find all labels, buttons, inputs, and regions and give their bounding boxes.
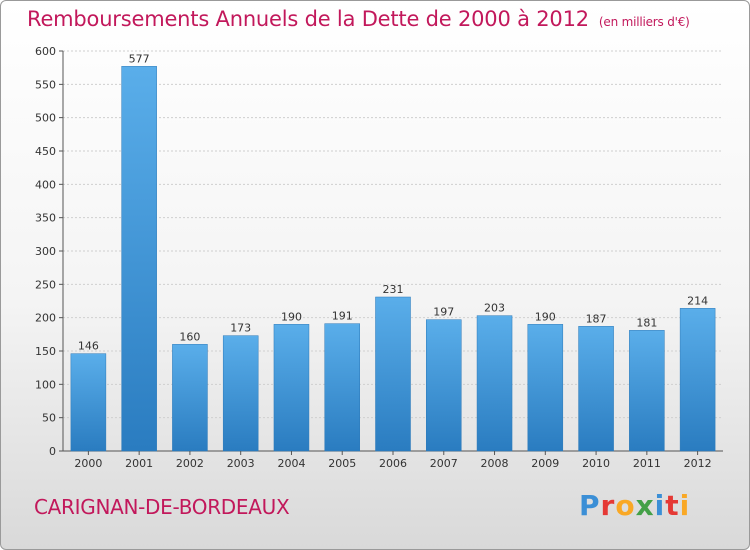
y-tick-label: 300	[35, 245, 56, 258]
x-tick-label: 2001	[125, 457, 153, 470]
bar	[324, 323, 360, 452]
y-tick-label: 500	[35, 112, 56, 125]
proxiti-logo: Proxiti	[579, 489, 690, 522]
chart-title: Remboursements Annuels de la Dette de 20…	[27, 7, 690, 31]
logo-letter: o	[615, 489, 636, 522]
logo-letter: P	[579, 489, 601, 522]
x-tick-label: 2002	[176, 457, 204, 470]
title-text: Remboursements Annuels de la Dette de 20…	[27, 7, 589, 31]
bar	[222, 335, 259, 452]
commune-name: CARIGNAN-DE-BORDEAUX	[34, 495, 290, 519]
x-tick-label: 2004	[277, 457, 305, 470]
data-label: 146	[78, 340, 99, 353]
y-tick-label: 250	[35, 278, 56, 291]
x-tick-label: 2005	[328, 457, 356, 470]
title-unit: (en milliers d'€)	[598, 15, 690, 29]
y-tick-label: 0	[49, 445, 56, 458]
logo-letter: r	[600, 489, 616, 522]
y-tick-label: 200	[35, 312, 56, 325]
data-label: 160	[179, 330, 200, 343]
x-tick-label: 2010	[582, 457, 610, 470]
data-label: 191	[332, 310, 353, 323]
data-label: 187	[586, 312, 607, 325]
bar	[679, 308, 716, 452]
data-label: 190	[281, 310, 302, 323]
data-label: 577	[129, 52, 150, 65]
y-tick-label: 350	[35, 212, 56, 225]
y-tick-label: 600	[35, 45, 56, 58]
bar	[629, 330, 665, 452]
bar	[121, 66, 157, 452]
x-tick-label: 2006	[379, 457, 407, 470]
bar	[273, 324, 310, 452]
y-tick-label: 400	[35, 178, 56, 191]
data-label: 214	[687, 294, 708, 307]
data-label: 203	[484, 302, 505, 315]
x-tick-label: 2007	[430, 457, 458, 470]
bar	[476, 315, 513, 452]
bar	[527, 324, 564, 452]
bar	[70, 353, 107, 452]
x-tick-label: 2003	[227, 457, 255, 470]
bar	[578, 326, 614, 452]
x-tick-label: 2011	[633, 457, 661, 470]
y-tick-label: 50	[42, 412, 56, 425]
bar	[426, 319, 462, 452]
logo-letter: x	[635, 489, 655, 522]
y-tick-label: 150	[35, 345, 56, 358]
data-label: 231	[383, 283, 404, 296]
logo-letter: t	[665, 489, 680, 522]
y-tick-label: 550	[35, 78, 56, 91]
data-label: 173	[230, 322, 251, 335]
y-tick-label: 100	[35, 378, 56, 391]
x-tick-label: 2012	[684, 457, 712, 470]
x-tick-label: 2009	[531, 457, 559, 470]
data-label: 190	[535, 310, 556, 323]
data-label: 181	[636, 316, 657, 329]
x-tick-label: 2000	[74, 457, 102, 470]
logo-letter: i	[679, 489, 691, 522]
y-tick-label: 450	[35, 145, 56, 158]
logo-letter: i	[654, 489, 666, 522]
data-label: 197	[433, 306, 454, 319]
bar	[375, 296, 411, 452]
x-tick-label: 2008	[481, 457, 509, 470]
bar	[172, 344, 208, 452]
